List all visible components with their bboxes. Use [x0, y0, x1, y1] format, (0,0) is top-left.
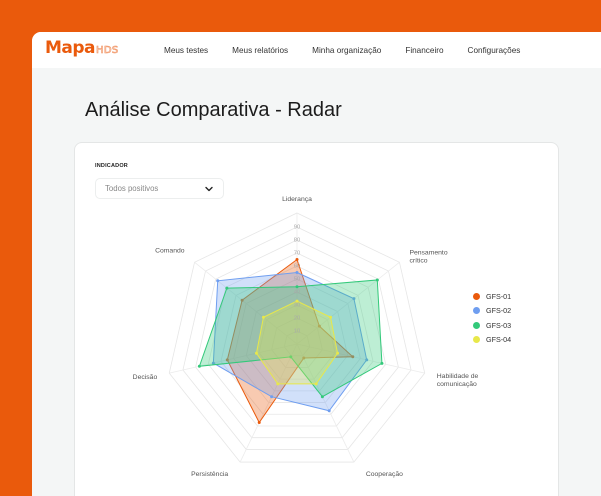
grid-ring [258, 304, 336, 380]
app-window: Mapa HDS Meus testes Meus relatórios Min… [32, 32, 601, 496]
legend-label: GFS-03 [486, 320, 512, 330]
chart-legend: GFS-01 GFS-02 GFS-03 GFS-04 [473, 289, 511, 347]
legend-item-gfs-01[interactable]: GFS-01 [473, 289, 511, 304]
grid-ring [245, 291, 349, 392]
data-point[interactable] [336, 351, 340, 355]
axis-label: Comando [155, 247, 185, 254]
grid-spoke [296, 343, 355, 463]
data-point[interactable] [320, 395, 324, 399]
legend-label: GFS-02 [486, 306, 512, 316]
grid-spoke [194, 261, 298, 345]
grid-ring-outer [168, 212, 426, 463]
grid-spoke [169, 343, 298, 374]
data-point[interactable] [352, 297, 356, 301]
nav-item-meus-testes[interactable]: Meus testes [164, 45, 209, 55]
data-point[interactable] [380, 361, 384, 365]
r-tick-label: 30 [294, 303, 300, 309]
radar-chart: 10 20 30 40 50 60 70 80 90 Liderança Pensamento crí… [133, 196, 479, 478]
legend-label: GFS-04 [486, 335, 512, 345]
top-navigation-bar: Mapa HDS Meus testes Meus relatórios Min… [32, 32, 601, 68]
legend-dot-icon [473, 321, 480, 329]
data-point[interactable] [295, 271, 299, 274]
axis-label: Persistência [191, 471, 228, 478]
r-tick-label: 10 [294, 329, 300, 335]
chevron-down-icon [205, 186, 213, 192]
series-area-gfs-04[interactable] [255, 300, 339, 385]
grid-ring [220, 265, 374, 415]
indicator-label: INDICADOR [95, 163, 128, 169]
data-point[interactable] [317, 324, 321, 328]
axis-label: Cooperação [366, 471, 403, 478]
data-point[interactable] [302, 356, 306, 360]
grid-ring [283, 330, 311, 357]
data-point[interactable] [225, 358, 229, 362]
legend-item-gfs-03[interactable]: GFS-03 [473, 318, 511, 333]
data-point[interactable] [351, 355, 355, 359]
brand-logo[interactable]: Mapa HDS [45, 38, 119, 58]
data-point[interactable] [197, 364, 201, 368]
radar-card: INDICADOR Todos positivos 10 20 30 40 50 60 70… [74, 142, 559, 496]
data-point[interactable] [295, 299, 299, 303]
r-tick-label: 20 [294, 316, 300, 322]
r-tick-label: 40 [294, 290, 300, 296]
r-tick-label: 90 [294, 225, 300, 231]
data-point[interactable] [289, 355, 293, 359]
series-area-gfs-03[interactable] [198, 279, 383, 398]
series-area-gfs-02[interactable] [212, 271, 368, 412]
logo-sub-text: HDS [96, 45, 119, 57]
data-point[interactable] [375, 278, 379, 282]
nav-item-configuracoes[interactable]: Configurações [467, 45, 521, 55]
data-point[interactable] [225, 286, 229, 290]
grid-spoke [296, 261, 400, 345]
logo-main-text: Mapa [45, 38, 96, 58]
data-point[interactable] [327, 409, 331, 413]
data-point[interactable] [295, 285, 299, 289]
data-point[interactable] [254, 351, 258, 355]
data-point[interactable] [261, 315, 265, 319]
grid-ring [182, 226, 412, 450]
grid-spoke [239, 343, 298, 463]
nav-item-meus-relatorios[interactable]: Meus relatórios [232, 45, 289, 55]
legend-label: GFS-01 [486, 291, 512, 301]
legend-item-gfs-04[interactable]: GFS-04 [473, 333, 511, 348]
r-tick-label: 50 [294, 277, 300, 283]
data-point[interactable] [329, 315, 333, 319]
data-point[interactable] [211, 361, 215, 365]
nav-item-minha-organizacao[interactable]: Minha organização [312, 45, 382, 55]
series-area-gfs-01[interactable] [226, 258, 355, 424]
r-tick-label: 70 [294, 251, 300, 257]
indicator-select-value: Todos positivos [105, 184, 159, 193]
data-point[interactable] [314, 382, 318, 386]
data-point[interactable] [270, 395, 274, 399]
axis-label: Pensamento crítico [409, 249, 447, 264]
nav-item-financeiro[interactable]: Financeiro [405, 45, 444, 55]
main-nav: Meus testes Meus relatórios Minha organi… [164, 32, 544, 68]
legend-dot-icon [473, 292, 480, 300]
data-point[interactable] [276, 382, 280, 386]
r-tick-label: 60 [294, 264, 300, 270]
page-title: Análise Comparativa - Radar [85, 99, 342, 121]
axis-label: Liderança [282, 196, 312, 203]
data-point[interactable] [257, 420, 261, 424]
indicator-select[interactable]: Todos positivos [95, 178, 224, 199]
legend-dot-icon [473, 336, 480, 344]
r-tick-label: 80 [294, 238, 300, 244]
data-point[interactable] [295, 258, 299, 261]
data-point[interactable] [365, 358, 369, 362]
grid-ring [195, 239, 399, 439]
axis-label: Decisão [133, 374, 158, 381]
axis-label: Habilidade de comunicação [437, 373, 479, 388]
grid-spoke [296, 343, 425, 374]
data-point[interactable] [240, 298, 244, 302]
legend-item-gfs-02[interactable]: GFS-02 [473, 304, 511, 319]
legend-dot-icon [473, 307, 480, 315]
data-point[interactable] [216, 279, 220, 283]
